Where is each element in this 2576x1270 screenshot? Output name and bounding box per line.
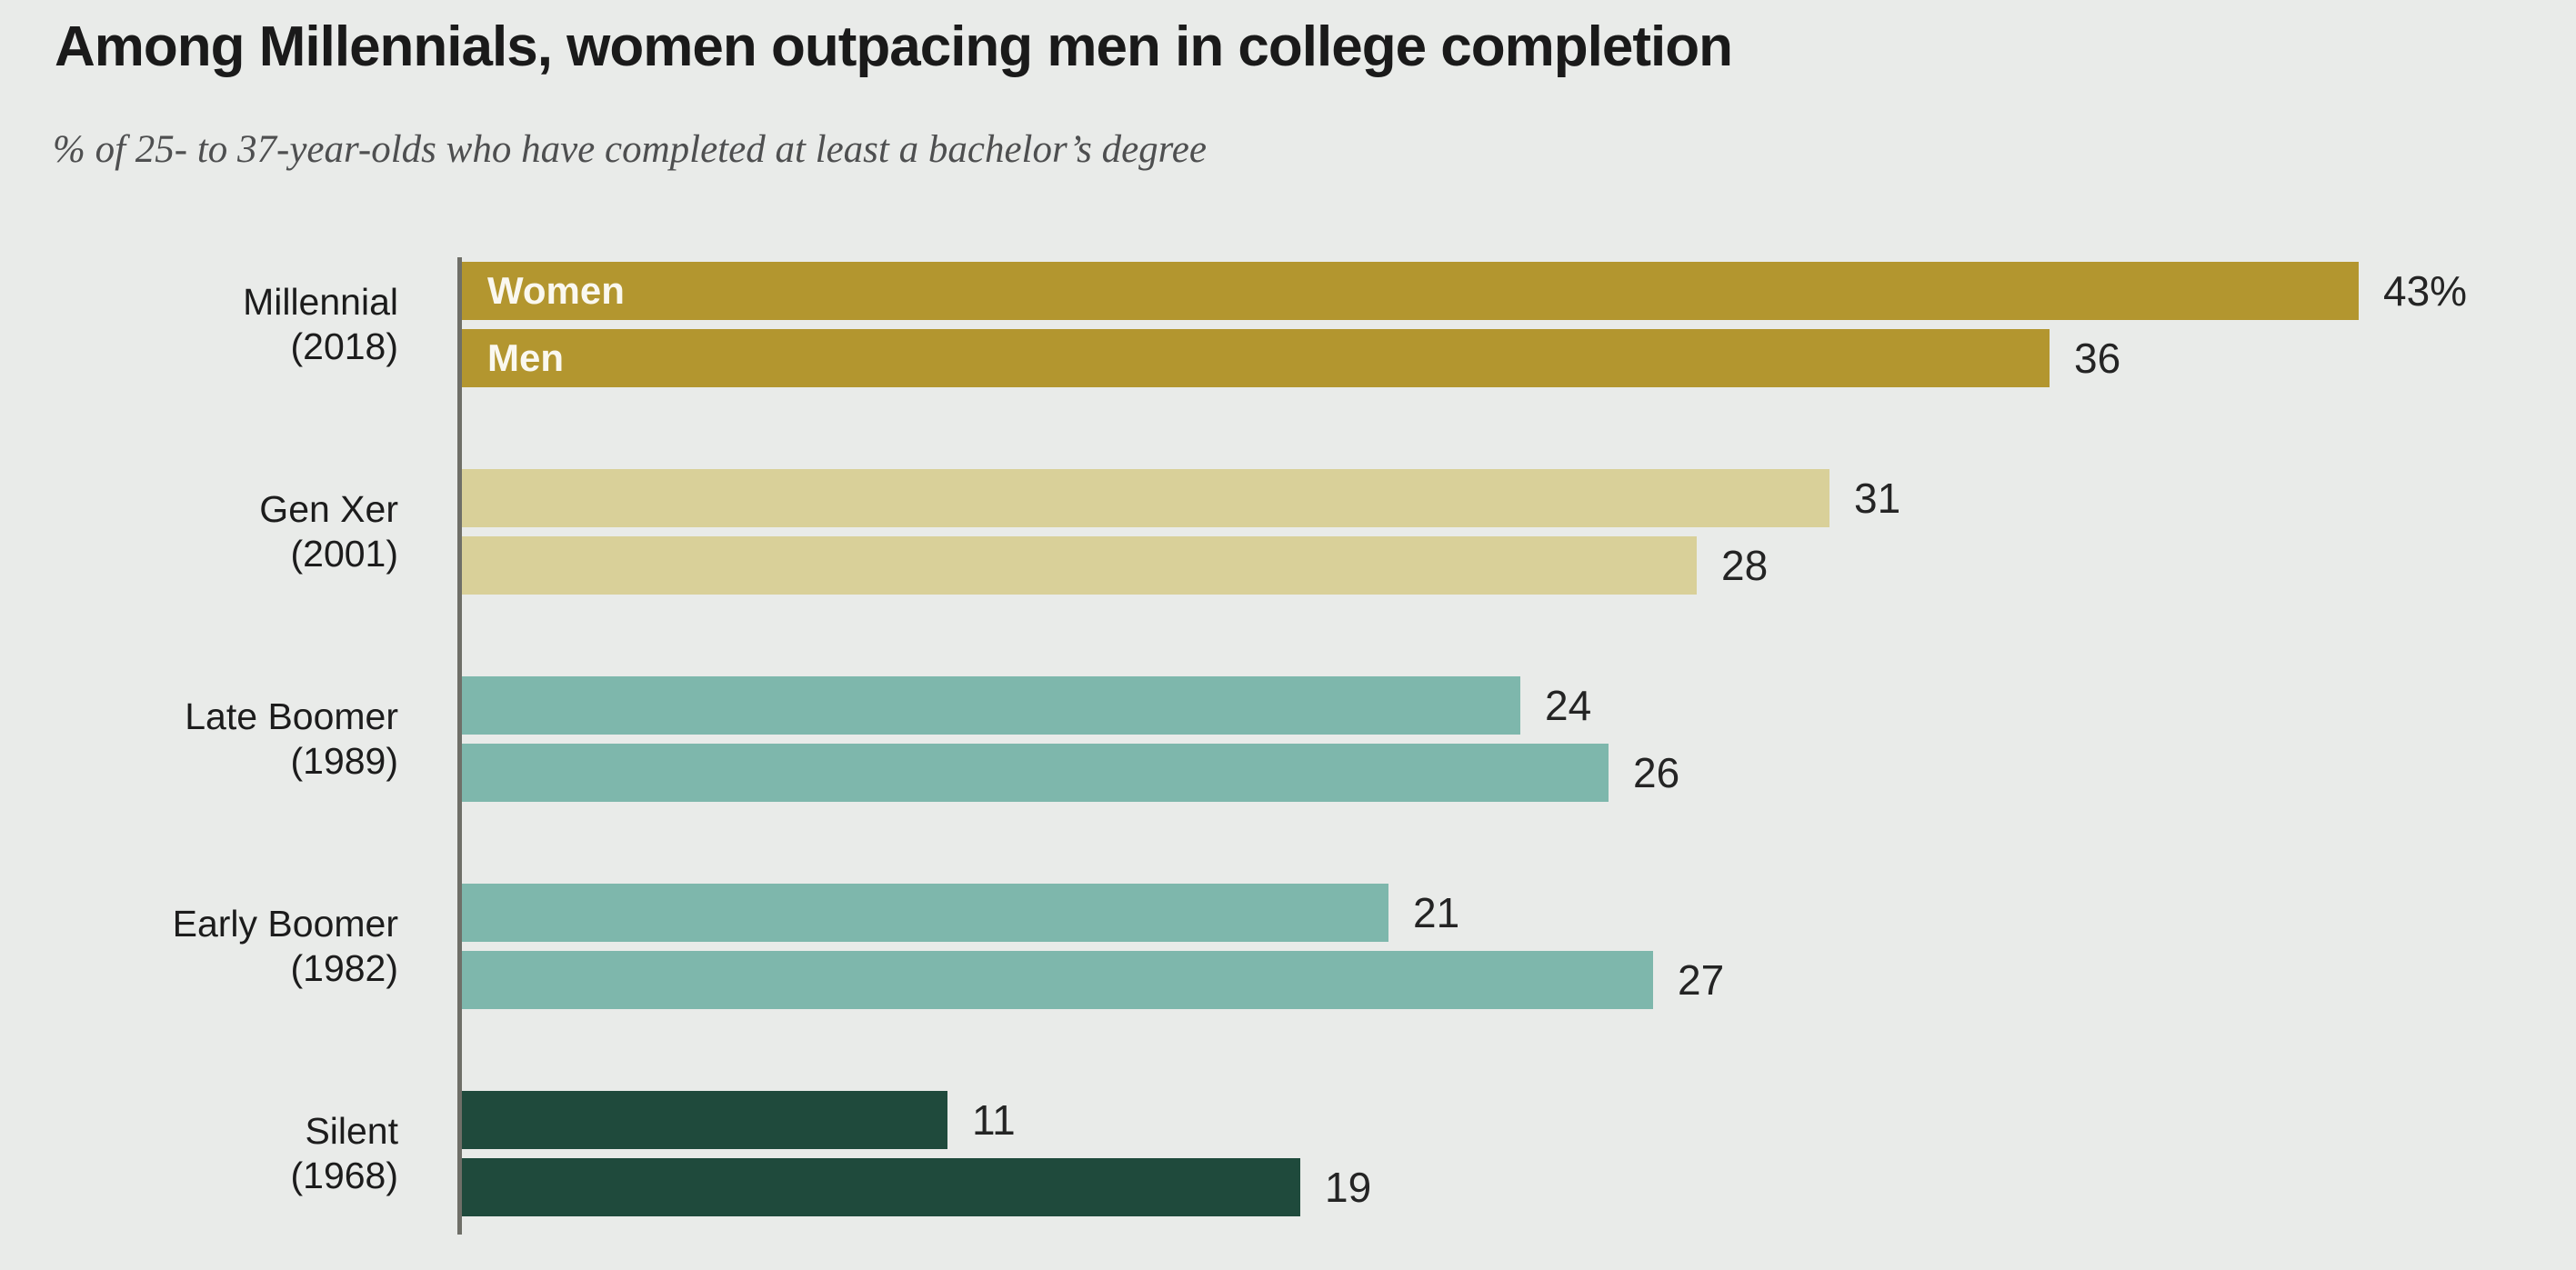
bar-value: 27 [1678, 956, 1725, 1004]
bar-pair: 21 27 [462, 884, 1724, 1009]
bar-row: Women 43% [462, 262, 2467, 320]
bar-row: 11 [462, 1091, 1371, 1149]
bar-row: 24 [462, 676, 1679, 735]
bar-value: 31 [1854, 475, 1901, 522]
bar-row: 19 [462, 1158, 1371, 1216]
bar-value: 36 [2074, 335, 2121, 382]
bar-value: 11 [972, 1096, 1016, 1144]
bar-row: 21 [462, 884, 1724, 942]
category-label: Gen Xer [259, 488, 398, 530]
bar-group: Late Boomer (1989) 24 26 [0, 676, 2576, 802]
series-label-men: Men [487, 336, 564, 379]
bar-men: Men [462, 329, 2050, 387]
bar-women [462, 884, 1388, 942]
bar-value: 26 [1633, 749, 1680, 796]
page-title: Among Millennials, women outpacing men i… [55, 15, 1733, 78]
category-label-block: Silent (1968) [0, 1091, 398, 1216]
bar-pair: 24 26 [462, 676, 1679, 802]
bar-group: Gen Xer (2001) 31 28 [0, 469, 2576, 595]
bar-women [462, 469, 1829, 527]
bar-pair: 11 19 [462, 1091, 1371, 1216]
bar-women: Women [462, 262, 2359, 320]
bar-value: 28 [1721, 542, 1769, 589]
bar-row: 27 [462, 951, 1724, 1009]
category-label: Silent [305, 1110, 398, 1152]
bar-men [462, 744, 1609, 802]
category-year: (1989) [290, 740, 398, 782]
category-label-block: Early Boomer (1982) [0, 884, 398, 1009]
category-year: (1968) [290, 1155, 398, 1196]
page-subtitle: % of 25- to 37-year-olds who have comple… [53, 128, 1207, 171]
series-label-women: Women [487, 269, 625, 312]
category-year: (1982) [290, 947, 398, 989]
y-axis-line [457, 257, 462, 1235]
bar-row: 26 [462, 744, 1679, 802]
bar-women [462, 1091, 947, 1149]
bar-pair: 31 28 [462, 469, 1900, 595]
category-label: Late Boomer [185, 695, 398, 737]
bar-row: 28 [462, 536, 1900, 595]
bar-value: 43% [2383, 267, 2468, 315]
category-year: (2001) [290, 533, 398, 575]
bar-value: 24 [1545, 682, 1592, 729]
bar-women [462, 676, 1520, 735]
bar-row: 31 [462, 469, 1900, 527]
bar-men [462, 951, 1653, 1009]
category-label: Millennial [243, 281, 398, 323]
bar-value: 21 [1413, 889, 1460, 936]
bar-pair: Women 43% Men 36 [462, 262, 2467, 387]
bar-group: Early Boomer (1982) 21 27 [0, 884, 2576, 1009]
category-label: Early Boomer [172, 903, 398, 945]
bar-group: Silent (1968) 11 19 [0, 1091, 2576, 1216]
bar-men [462, 536, 1697, 595]
bar-men [462, 1158, 1300, 1216]
bar-value: 19 [1325, 1164, 1372, 1211]
bar-row: Men 36 [462, 329, 2467, 387]
category-label-block: Gen Xer (2001) [0, 469, 398, 595]
category-label-block: Late Boomer (1989) [0, 676, 398, 802]
chart-area: Millennial (2018) Women 43% Men 36 Gen Xer (200… [0, 262, 2576, 1216]
category-label-block: Millennial (2018) [0, 262, 398, 387]
bar-group: Millennial (2018) Women 43% Men 36 [0, 262, 2576, 387]
category-year: (2018) [290, 325, 398, 367]
